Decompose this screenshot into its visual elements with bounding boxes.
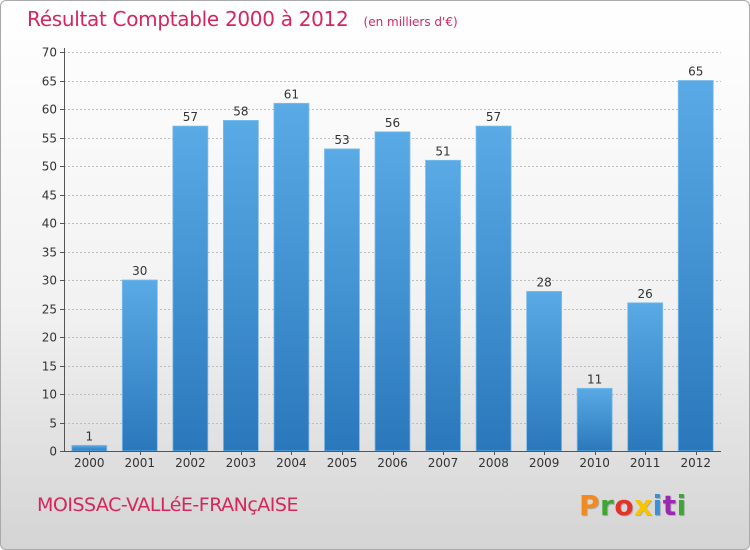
chart-title: Résultat Comptable 2000 à 2012: [27, 7, 349, 31]
y-tick-label: 20: [42, 331, 57, 345]
y-tick-label: 60: [42, 103, 57, 117]
y-tick-label: 10: [42, 388, 57, 402]
bar-value-label: 57: [486, 110, 501, 124]
bar-2005: [324, 148, 360, 452]
y-tick-label: 40: [42, 217, 57, 231]
bar-value-label: 53: [334, 133, 349, 147]
y-tick-label: 15: [42, 360, 57, 374]
bar-2002: [172, 125, 209, 452]
x-tick-label: 2000: [74, 456, 105, 470]
x-tick-label: 2010: [579, 456, 610, 470]
chart-unit: (en milliers d'€): [363, 15, 458, 29]
bar-chart: 1 30 57 58 61 53 56 51 57 28 11 26 65 0 5 10 15 20 25 30 35…: [42, 46, 721, 470]
logo-letter: i: [652, 489, 663, 522]
bar-2001: [121, 279, 158, 452]
bar-2008: [475, 125, 512, 452]
y-tick-label: 25: [42, 303, 57, 317]
x-tick-label: 2004: [276, 456, 307, 470]
bar-value-label: 30: [132, 264, 147, 278]
y-tick-label: 50: [42, 160, 57, 174]
bar-value-label: 58: [233, 104, 248, 118]
x-tick-label: 2009: [529, 456, 560, 470]
y-tick-label: 70: [42, 46, 57, 60]
x-tick-label: 2007: [428, 456, 459, 470]
bar-value-label: 51: [435, 144, 450, 158]
logo-letter: o: [614, 489, 635, 522]
bar-value-label: 1: [85, 429, 93, 443]
bar-2012: [677, 80, 714, 452]
bar-2010: [576, 387, 613, 452]
x-tick-label: 2012: [680, 456, 711, 470]
bar-2009: [526, 290, 563, 452]
logo-letter: P: [579, 489, 601, 522]
x-tick-label: 2011: [630, 456, 661, 470]
bar-value-label: 65: [688, 65, 703, 79]
proxiti-logo: Proxiti: [579, 489, 687, 522]
y-tick-label: 55: [42, 132, 57, 146]
y-tick-label: 30: [42, 274, 57, 288]
logo-letter: r: [600, 489, 615, 522]
y-tick-label: 35: [42, 246, 57, 260]
x-tick-label: 2001: [125, 456, 156, 470]
bar-2004: [273, 102, 310, 452]
bar-2007: [425, 159, 461, 452]
y-tick-label: 0: [49, 445, 57, 459]
bar-value-label: 56: [385, 116, 400, 130]
bar-value-label: 57: [183, 110, 198, 124]
logo-letter: x: [634, 489, 653, 522]
y-tick-label: 5: [49, 417, 57, 431]
logo-letter: i: [676, 489, 687, 522]
commune-name: MOISSAC-VALLéE-FRANçAISE: [37, 494, 298, 516]
x-tick-label: 2003: [226, 456, 257, 470]
bar-value-label: 11: [587, 372, 602, 386]
chart-header: Résultat Comptable 2000 à 2012 (en milli…: [27, 7, 458, 31]
x-tick-label: 2005: [327, 456, 358, 470]
bar-2003: [222, 120, 259, 452]
bar-2011: [627, 302, 664, 452]
x-tick-label: 2008: [478, 456, 509, 470]
x-tick-label: 2002: [175, 456, 206, 470]
bar-value-label: 28: [536, 275, 551, 289]
y-tick-label: 45: [42, 189, 57, 203]
bar-2000: [71, 444, 108, 452]
x-tick-label: 2006: [377, 456, 408, 470]
logo-letter: t: [662, 489, 677, 522]
bar-value-label: 26: [638, 287, 653, 301]
bar-2006: [374, 131, 411, 452]
bar-value-label: 61: [284, 87, 299, 101]
y-tick-label: 65: [42, 75, 57, 89]
